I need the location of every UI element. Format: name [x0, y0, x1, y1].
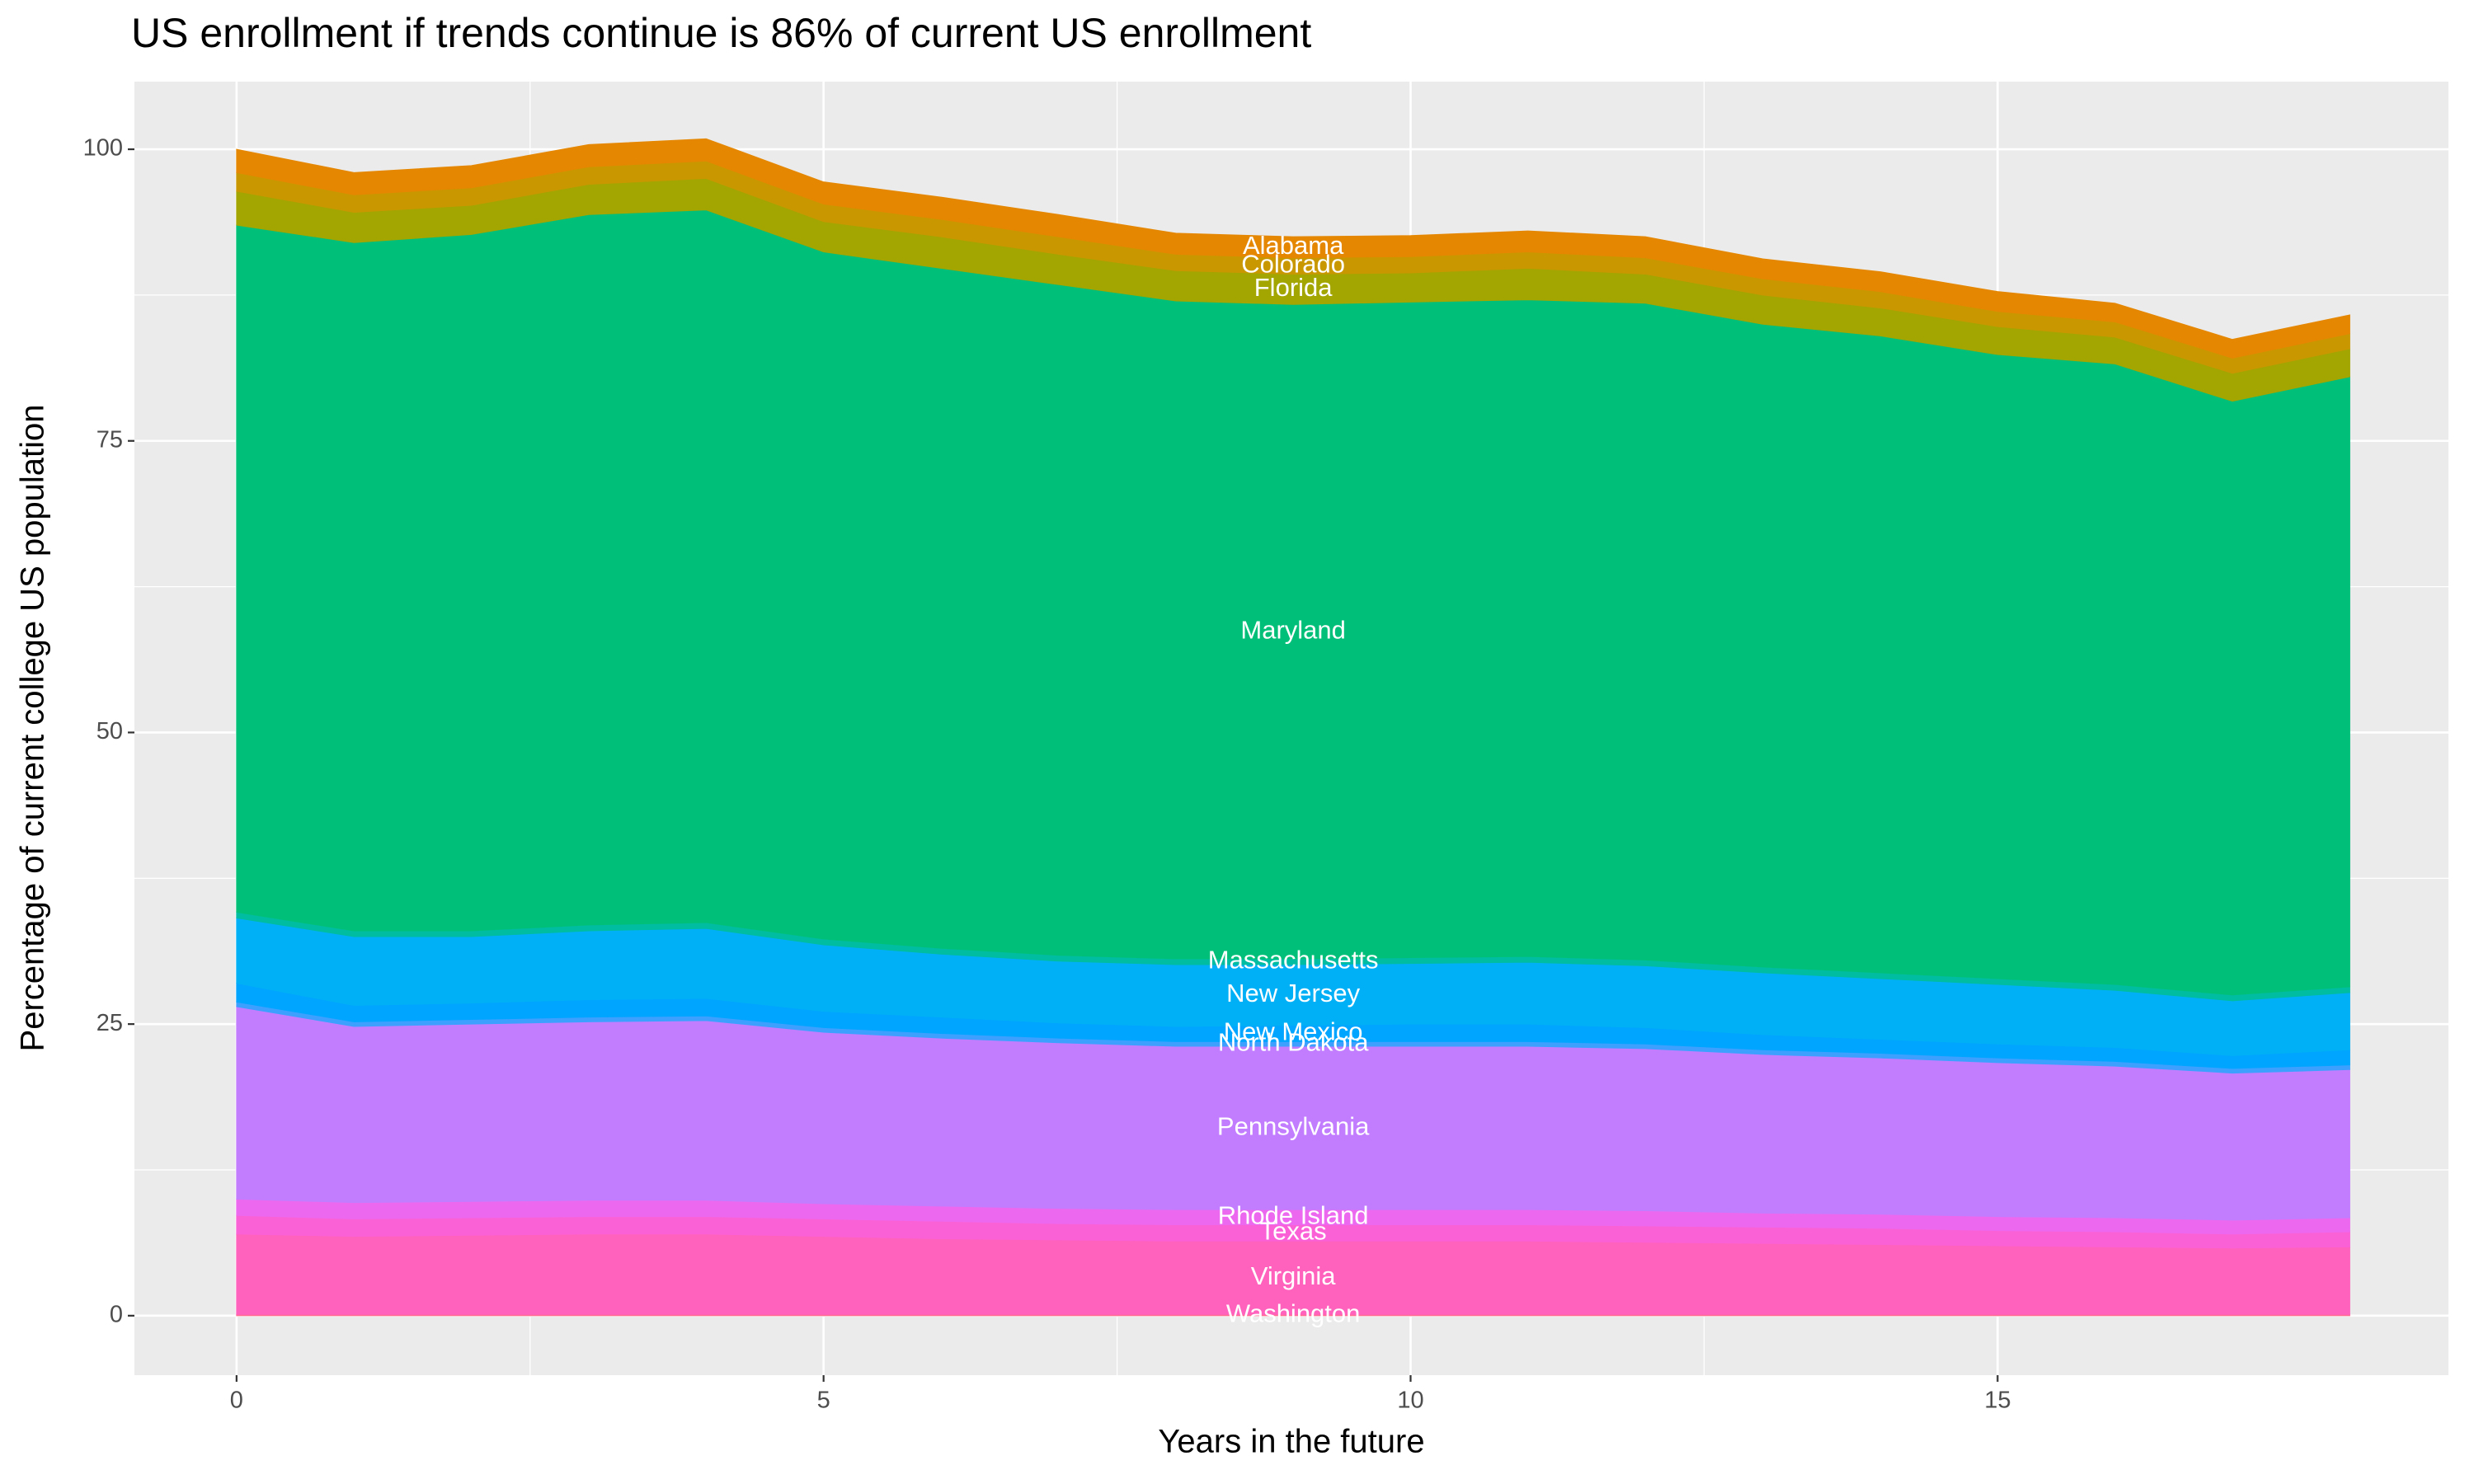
area-label: Massachusetts — [1208, 946, 1379, 974]
x-tick-label: 0 — [230, 1388, 243, 1414]
area-label: New Mexico — [1224, 1017, 1363, 1046]
area-label: Maryland — [1240, 615, 1346, 644]
y-tick-label: 100 — [83, 135, 123, 162]
chart-title: US enrollment if trends continue is 86% … — [131, 10, 1311, 56]
area-label: Virginia — [1251, 1261, 1337, 1290]
x-tick-label: 5 — [817, 1388, 830, 1414]
area-label: Alabama — [1243, 231, 1344, 260]
x-tick-label: 15 — [1984, 1388, 2011, 1414]
y-axis-title: Percentage of current college US populat… — [15, 405, 51, 1052]
area-label: Florida — [1254, 273, 1333, 302]
area — [236, 138, 2350, 359]
area-label: Texas — [1260, 1217, 1327, 1246]
area-label: Pennsylvania — [1217, 1111, 1370, 1140]
y-tick-label: 25 — [96, 1010, 123, 1036]
axes: 0 25 50 75 100 0 5 10 15 — [83, 135, 2011, 1414]
area-label: North Dakota — [1218, 1027, 1369, 1056]
area-label: New Jersey — [1226, 979, 1360, 1007]
x-tick-label: 10 — [1397, 1388, 1423, 1414]
x-axis-title: Years in the future — [1158, 1424, 1424, 1460]
y-tick-label: 0 — [110, 1302, 123, 1328]
areas — [236, 138, 2350, 1317]
y-tick-label: 75 — [96, 426, 123, 453]
area-label: Washington — [1226, 1298, 1361, 1327]
area-label: Colorado — [1241, 250, 1345, 279]
area-label: Rhode Island — [1218, 1200, 1369, 1229]
y-tick-label: 50 — [96, 718, 123, 744]
